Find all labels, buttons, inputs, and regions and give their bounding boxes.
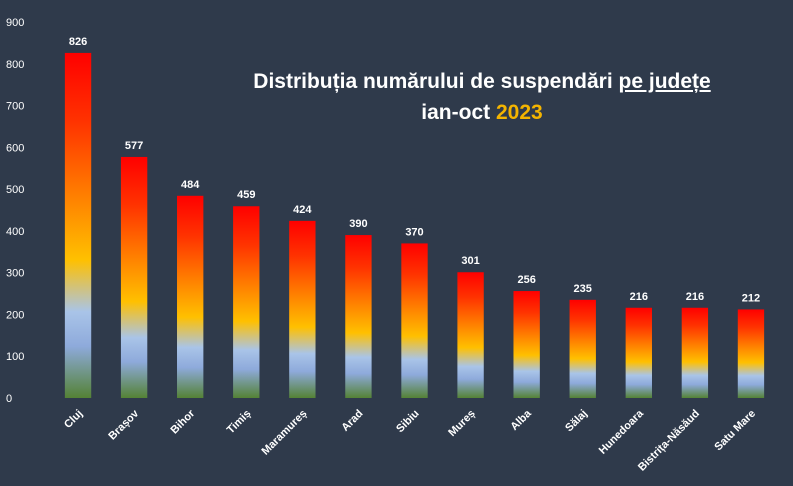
data-label: 484 [181, 179, 200, 191]
title-underlined-part: pe județe [618, 70, 711, 93]
x-tick-label: Alba [508, 407, 534, 433]
data-label: 424 [293, 204, 312, 216]
data-label: 216 [686, 291, 704, 303]
y-tick-label: 200 [6, 309, 24, 321]
x-tick-label: Brașov [106, 407, 141, 442]
data-label: 390 [349, 218, 367, 230]
y-tick-label: 100 [6, 351, 24, 363]
data-label: 256 [517, 274, 535, 286]
bar [64, 52, 92, 398]
x-tick-label: Hunedoara [597, 407, 647, 457]
y-tick-label: 0 [6, 393, 12, 405]
bar [345, 235, 372, 398]
x-tick-label: Sibiu [394, 408, 421, 435]
x-tick-label: Cluj [62, 408, 85, 431]
data-label: 212 [742, 292, 760, 304]
x-tick-label: Mureș [446, 408, 477, 439]
y-tick-label: 600 [6, 142, 24, 154]
data-label: 826 [69, 36, 87, 48]
data-label: 216 [630, 291, 648, 303]
y-tick-label: 700 [6, 101, 24, 113]
y-tick-label: 500 [6, 184, 24, 196]
data-label: 577 [125, 140, 143, 152]
title-year: 2023 [495, 101, 543, 124]
data-label: 301 [461, 255, 479, 267]
data-label: 370 [405, 226, 423, 238]
data-label: 459 [237, 189, 255, 201]
y-tick-label: 400 [6, 226, 24, 238]
y-tick-label: 900 [6, 17, 24, 29]
data-label: 235 [574, 283, 592, 295]
bar [120, 156, 148, 398]
title-period: ian-oct [421, 101, 491, 124]
x-axis: Cluj Brașov Bihor Timiș Maramureș Arad Sibiu Mu… [62, 407, 758, 474]
bar [177, 195, 204, 398]
x-tick-label: Bistrița-Năsăud [636, 408, 702, 474]
title-line-1: Distribuția numărului de suspendări pe j… [232, 66, 732, 97]
bar [457, 272, 484, 398]
x-tick-label: Timiș [225, 408, 254, 437]
x-tick-label: Maramureș [259, 408, 309, 458]
y-axis: 0 100 200 300 400 500 600 700 800 900 [6, 17, 24, 405]
x-tick-label: Satu Mare [712, 408, 758, 454]
title-prefix: Distribuția numărului de suspendări [253, 70, 613, 93]
bars [64, 52, 765, 398]
x-tick-label: Arad [339, 408, 365, 434]
y-tick-label: 300 [6, 268, 24, 280]
x-tick-label: Bihor [169, 407, 198, 436]
bar [513, 291, 540, 398]
bar [569, 299, 596, 398]
bar [401, 243, 428, 398]
bar [681, 307, 709, 398]
data-labels: 826 577 484 459 424 390 370 301 256 235 216 216 212 [69, 36, 760, 305]
title-line-2: ian-oct 2023 [232, 97, 732, 128]
chart-title: Distribuția numărului de suspendări pe j… [232, 66, 732, 128]
bar [289, 220, 316, 398]
y-tick-label: 800 [6, 59, 24, 71]
x-tick-label: Sălaj [563, 408, 590, 435]
bar [737, 309, 765, 398]
bar [625, 307, 652, 398]
bar [233, 206, 260, 398]
